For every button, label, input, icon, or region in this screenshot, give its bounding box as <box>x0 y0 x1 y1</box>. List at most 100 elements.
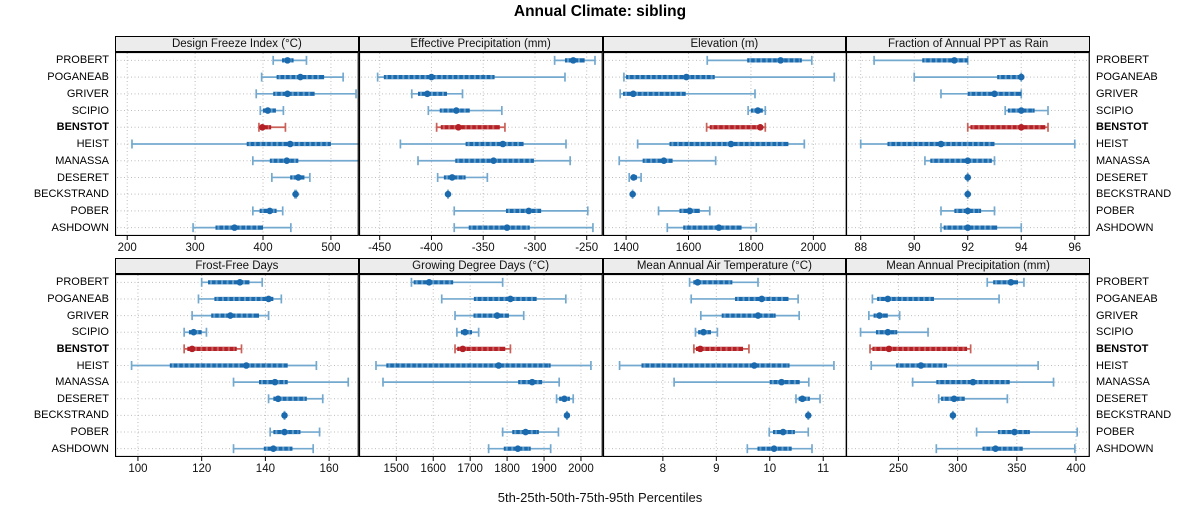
svg-text:96: 96 <box>1069 242 1082 254</box>
percentile-marker-beckstrand <box>292 189 299 199</box>
percentile-marker-heist <box>131 139 359 149</box>
site-labels-right-top: PROBERT POGANEAB GRIVER SCIPIO BENSTOT HEIST M… <box>1094 52 1200 236</box>
svg-text:8: 8 <box>659 463 665 475</box>
site-label-poganeab: POGANEAB <box>1096 71 1158 84</box>
axis-mean-annual-air-temperature-c: 8 9 10 11 <box>659 457 829 475</box>
percentile-marker-ashdown <box>487 444 552 454</box>
percentile-marker-deseret <box>938 394 1009 404</box>
percentile-marker-ashdown <box>192 223 292 233</box>
percentile-marker-griver <box>940 89 1023 99</box>
svg-text:90: 90 <box>908 242 921 254</box>
percentile-marker-scipio <box>694 327 718 337</box>
axis-elevation-m: 1400 1600 1800 2000 <box>613 236 826 254</box>
site-label-ashdown: ASHDOWN <box>51 221 109 234</box>
axis-fraction-of-annual-ppt-as-rain: 88 90 92 94 96 <box>855 236 1082 254</box>
percentile-marker-benstot <box>183 344 243 354</box>
percentile-marker-ashdown <box>232 444 315 454</box>
percentile-marker-benstot <box>435 122 506 132</box>
site-label-benstot: BENSTOT <box>56 121 109 134</box>
svg-text:-450: -450 <box>368 242 391 254</box>
site-label-scipio: SCIPIO <box>1096 326 1134 339</box>
svg-text:9: 9 <box>713 463 719 475</box>
site-labels-right-bottom: PROBERT POGANEAB GRIVER SCIPIO BENSTOT HEIST M… <box>1094 274 1200 457</box>
percentile-marker-beckstrand <box>949 410 957 420</box>
percentile-marker-scipio <box>183 327 208 337</box>
figure-title: Annual Climate: sibling <box>513 3 687 20</box>
percentile-marker-manassa <box>416 156 571 166</box>
site-label-griver: GRIVER <box>1096 87 1139 100</box>
svg-text:10: 10 <box>763 463 776 475</box>
percentile-marker-scipio <box>746 106 766 116</box>
percentile-marker-pober <box>269 427 321 437</box>
site-label-manassa: MANASSA <box>1096 154 1150 167</box>
percentile-marker-griver <box>255 89 357 99</box>
site-label-deseret: DESERET <box>57 392 109 405</box>
svg-text:-400: -400 <box>420 242 443 254</box>
svg-text:1800: 1800 <box>494 463 520 475</box>
percentile-marker-probert <box>688 277 759 287</box>
percentile-marker-scipio <box>259 106 285 116</box>
percentile-marker-poganeab <box>197 294 283 304</box>
svg-text:1500: 1500 <box>383 463 409 475</box>
svg-text:1900: 1900 <box>531 463 557 475</box>
percentile-marker-benstot <box>258 122 287 132</box>
percentile-marker-poganeab <box>440 294 567 304</box>
panel-mean-annual-air-temperature-c <box>602 274 847 457</box>
svg-text:1600: 1600 <box>675 242 701 254</box>
site-label-ashdown: ASHDOWN <box>1096 221 1154 234</box>
percentile-marker-probert <box>200 277 264 287</box>
percentile-marker-manassa <box>617 156 717 166</box>
percentile-marker-heist <box>374 361 592 370</box>
percentile-marker-beckstrand <box>281 410 288 420</box>
svg-text:-350: -350 <box>471 242 494 254</box>
site-label-heist: HEIST <box>1096 138 1129 151</box>
site-label-griver: GRIVER <box>66 309 109 322</box>
percentile-marker-ashdown <box>935 444 1076 454</box>
svg-text:1800: 1800 <box>738 242 764 254</box>
site-label-benstot: BENSTOT <box>56 342 109 355</box>
site-label-scipio: SCIPIO <box>71 104 109 117</box>
svg-text:500: 500 <box>321 242 340 254</box>
percentile-marker-pober <box>453 206 589 216</box>
percentile-marker-probert <box>705 55 813 65</box>
svg-text:92: 92 <box>962 242 975 254</box>
percentile-marker-manassa <box>912 377 1055 387</box>
percentile-marker-probert <box>272 55 308 65</box>
percentile-marker-poganeab <box>689 294 799 304</box>
percentile-marker-probert <box>986 277 1026 287</box>
percentile-marker-pober <box>767 427 809 437</box>
percentile-marker-beckstrand <box>804 410 812 420</box>
percentile-marker-poganeab <box>913 72 1025 82</box>
site-label-deseret: DESERET <box>1096 392 1148 405</box>
panel-strip-mean-annual-precipitation-mm: Mean Annual Precipitation (mm) <box>846 258 1090 274</box>
svg-text:1600: 1600 <box>420 463 446 475</box>
site-label-benstot: BENSTOT <box>1096 342 1149 355</box>
site-labels-left-bottom: PROBERT POGANEAB GRIVER SCIPIO BENSTOT HEIST M… <box>0 274 111 457</box>
svg-text:120: 120 <box>192 463 211 475</box>
panel-mean-annual-precipitation-mm <box>846 274 1090 457</box>
svg-text:140: 140 <box>256 463 275 475</box>
svg-text:350: 350 <box>1007 463 1026 475</box>
percentile-marker-probert <box>873 55 969 65</box>
percentile-marker-pober <box>251 206 284 216</box>
axis-frost-free-days: 100 120 140 160 <box>128 457 339 475</box>
svg-text:94: 94 <box>1015 242 1028 254</box>
percentile-marker-benstot <box>705 122 766 132</box>
svg-text:2000: 2000 <box>568 463 594 475</box>
percentile-marker-pober <box>975 427 1079 437</box>
site-label-griver: GRIVER <box>66 87 109 100</box>
site-label-deseret: DESERET <box>57 171 109 184</box>
svg-text:250: 250 <box>889 463 908 475</box>
axis-design-freeze-index-c: 200 300 400 500 <box>118 236 341 254</box>
percentile-marker-beckstrand <box>964 189 972 199</box>
percentile-marker-beckstrand <box>628 189 636 199</box>
percentile-marker-deseret <box>627 172 642 182</box>
site-label-ashdown: ASHDOWN <box>51 442 109 455</box>
panel-growing-degree-days-c <box>358 274 603 457</box>
percentile-marker-ashdown <box>665 223 757 233</box>
percentile-marker-scipio <box>1004 106 1050 116</box>
percentile-marker-scipio <box>859 327 930 337</box>
svg-text:-300: -300 <box>523 242 546 254</box>
percentile-marker-heist <box>636 139 805 149</box>
